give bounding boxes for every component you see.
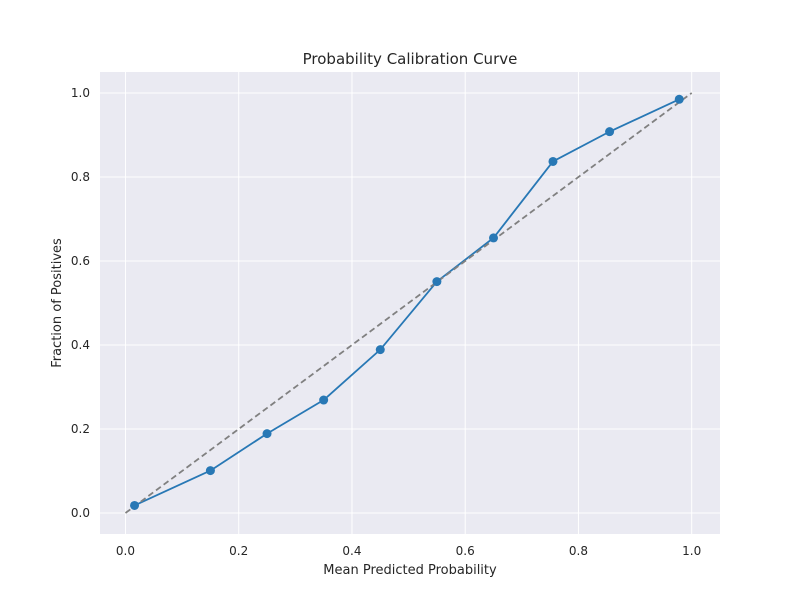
calibration-point [674, 94, 684, 104]
x-tick-labels: 0.0 0.2 0.4 0.6 0.8 1.0 [116, 544, 701, 558]
perfect-calibration-line [124, 92, 693, 514]
chart-title: Probability Calibration Curve [303, 50, 518, 68]
y-tick-label: 0.8 [71, 170, 90, 184]
x-tick-label: 1.0 [682, 544, 701, 558]
calibration-point [432, 277, 442, 287]
calibration-line [134, 98, 680, 507]
calibration-point [375, 345, 385, 355]
y-tick-label: 0.0 [71, 506, 90, 520]
x-tick-label: 0.8 [569, 544, 588, 558]
calibration-point [130, 500, 140, 510]
y-tick-label: 0.4 [71, 338, 90, 352]
y-axis-label: Fraction of Positives [50, 238, 65, 368]
x-tick-label: 0.2 [229, 544, 248, 558]
y-tick-labels: 0.0 0.2 0.4 0.6 0.8 1.0 [71, 86, 90, 520]
y-tick-label: 1.0 [71, 86, 90, 100]
series-layer [124, 92, 693, 514]
calibration-point [489, 233, 499, 243]
x-axis-label: Mean Predicted Probability [323, 563, 497, 578]
calibration-point [205, 466, 215, 476]
y-tick-label: 0.6 [71, 254, 90, 268]
calibration-point [262, 429, 272, 439]
grid-lines [100, 72, 720, 534]
x-tick-label: 0.4 [342, 544, 361, 558]
y-tick-label: 0.2 [71, 422, 90, 436]
calibration-point [548, 156, 558, 166]
x-tick-label: 0.0 [116, 544, 135, 558]
calibration-point [605, 127, 615, 137]
calibration-point [319, 395, 329, 405]
x-tick-label: 0.6 [456, 544, 475, 558]
